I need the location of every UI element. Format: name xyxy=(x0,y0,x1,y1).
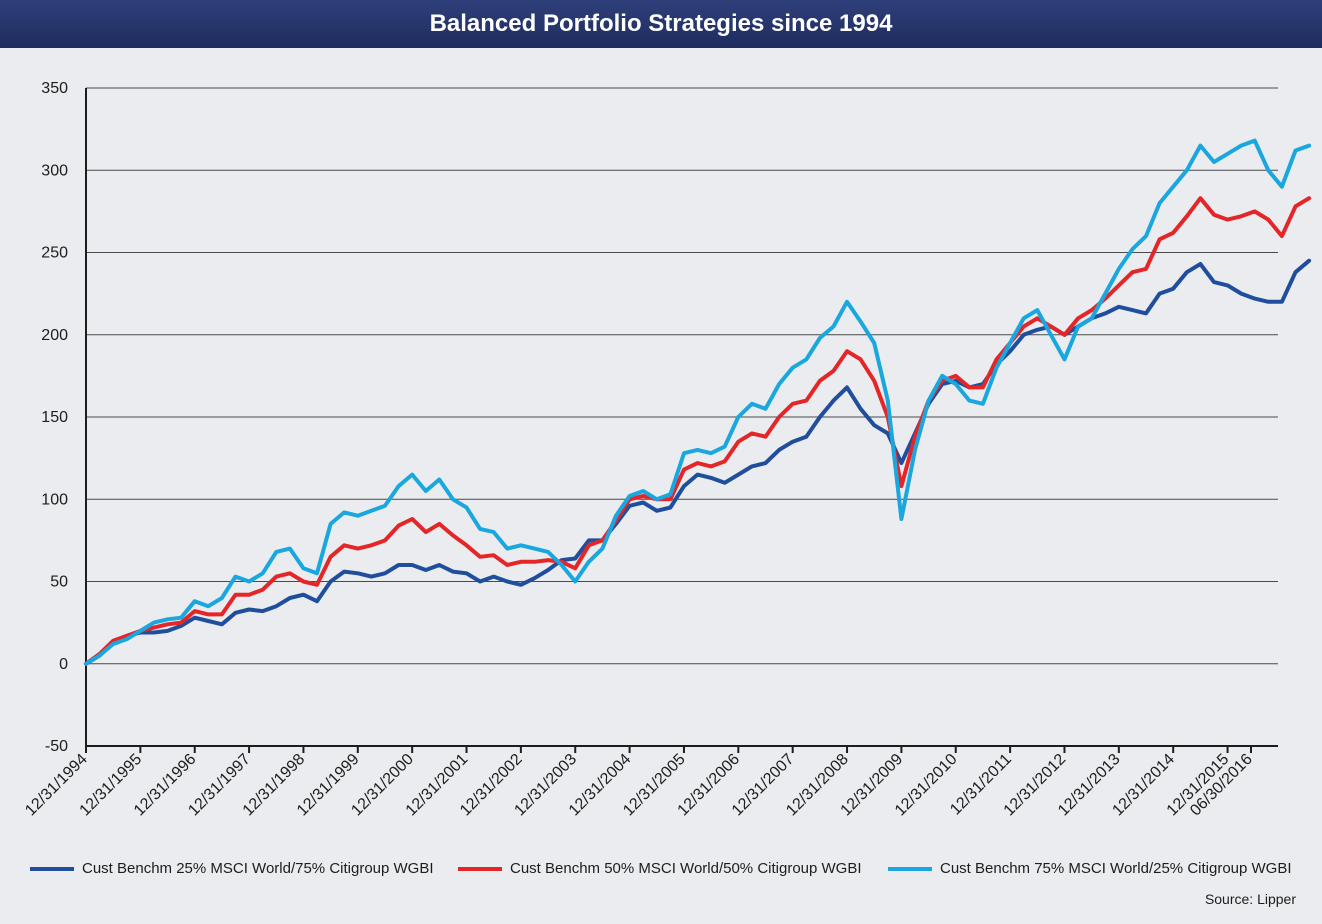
y-tick-label: 0 xyxy=(59,656,68,673)
legend-label-50-50: Cust Benchm 50% MSCI World/50% Citigroup… xyxy=(510,860,862,877)
y-tick-label: 300 xyxy=(41,162,68,179)
series-lines xyxy=(84,138,1312,666)
y-tick-label: 200 xyxy=(41,327,68,344)
series-line-1 xyxy=(84,196,1312,666)
legend-swatch-50-50 xyxy=(458,866,502,871)
y-tick-label: -50 xyxy=(45,738,68,755)
legend-swatch-75-25 xyxy=(888,866,932,871)
line-chart: -50 0 50 100 150 200 250 300 350 12/31/199412/31… xyxy=(22,80,1312,819)
source-note: Source: Lipper xyxy=(1204,891,1296,907)
legend-label-25-75: Cust Benchm 25% MSCI World/75% Citigroup… xyxy=(82,860,434,877)
y-tick-label: 250 xyxy=(41,245,68,262)
y-tick-label: 100 xyxy=(41,491,68,508)
y-tick-label: 50 xyxy=(50,574,68,591)
series-line-2 xyxy=(84,138,1312,666)
x-axis: 12/31/199412/31/199512/31/199612/31/1997… xyxy=(22,745,1278,819)
grid-lines xyxy=(86,87,1278,747)
legend-item-75-25: Cust Benchm 75% MSCI World/25% Citigroup… xyxy=(888,860,1292,877)
legend-swatch-25-75 xyxy=(30,866,74,871)
y-tick-label: 350 xyxy=(41,80,68,97)
legend: Cust Benchm 25% MSCI World/75% Citigroup… xyxy=(0,860,1322,884)
legend-item-50-50: Cust Benchm 50% MSCI World/50% Citigroup… xyxy=(458,860,862,877)
chart-title: Balanced Portfolio Strategies since 1994 xyxy=(429,10,893,37)
y-tick-label: 150 xyxy=(41,409,68,426)
series-line-0 xyxy=(84,258,1312,666)
legend-label-75-25: Cust Benchm 75% MSCI World/25% Citigroup… xyxy=(940,860,1292,877)
chart-title-bar: Balanced Portfolio Strategies since 1994 xyxy=(0,0,1322,48)
legend-item-25-75: Cust Benchm 25% MSCI World/75% Citigroup… xyxy=(30,860,434,877)
y-axis: -50 0 50 100 150 200 250 300 350 xyxy=(41,80,87,755)
